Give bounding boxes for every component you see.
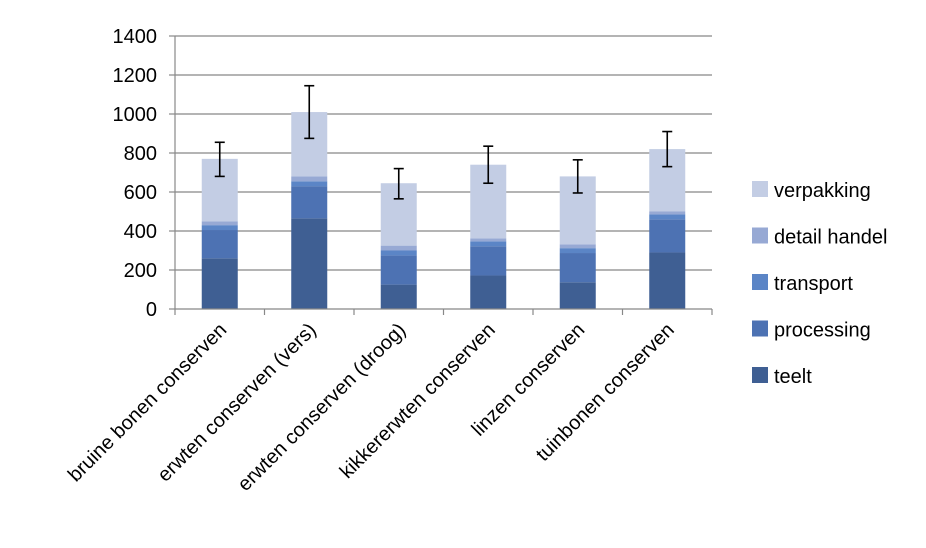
bar-segment-teelt [649, 252, 686, 309]
y-tick-label: 600 [124, 182, 157, 204]
bar-segment-processing [559, 253, 596, 283]
error-bar [572, 159, 583, 194]
bar-segment-processing [201, 230, 238, 259]
legend-swatch [752, 320, 768, 337]
legend-label: detail handel [774, 227, 887, 249]
category-label: kikkererwten conserven [336, 319, 500, 483]
bar-segment-detail-handel [470, 238, 507, 242]
bar-segment-detail-handel [649, 211, 686, 215]
error-bar [393, 167, 404, 200]
bar-segment-transport [559, 248, 596, 254]
bar-segment-teelt [380, 284, 417, 309]
bar-segment-transport [380, 250, 417, 256]
legend: verpakking detail handel transport processi… [752, 180, 887, 388]
bar-segment-teelt [470, 275, 507, 309]
y-tick-label: 1200 [113, 65, 158, 87]
bar-segment-processing [380, 255, 417, 285]
bar-segment-detail-handel [380, 245, 417, 251]
category-label: erwten conserven (droog) [234, 319, 411, 496]
bar-segment-teelt [559, 282, 596, 309]
legend-item: teelt [752, 366, 812, 388]
y-tick-labels: 0 200 400 600 800 1000 1200 1400 [113, 26, 158, 321]
legend-label: verpakking [774, 180, 871, 202]
bar-segment-transport [649, 214, 686, 220]
y-tick-label: 200 [124, 260, 157, 282]
y-tick-label: 800 [124, 143, 157, 165]
category-label: bruine bonen conserven [64, 319, 231, 486]
bar-segment-transport [201, 225, 238, 231]
legend-swatch [752, 274, 768, 290]
legend-label: teelt [774, 366, 812, 388]
legend-item: detail handel [752, 227, 887, 249]
legend-swatch [752, 181, 768, 197]
bar-segment-detail-handel [201, 221, 238, 226]
bar-segment-processing [649, 219, 686, 253]
bar-segment-detail-handel [291, 176, 328, 182]
bars [201, 112, 686, 309]
bar-segment-teelt [201, 258, 238, 309]
error-bar [662, 130, 673, 168]
y-tick-label: 0 [146, 299, 157, 321]
bar-segment-transport [470, 241, 507, 247]
error-bars [214, 84, 673, 200]
y-tick-label: 1400 [113, 26, 158, 48]
error-bar [304, 84, 315, 140]
bar-segment-detail-handel [559, 244, 596, 249]
bar-segment-teelt [291, 218, 328, 309]
legend-label: transport [774, 273, 853, 295]
gridlines [175, 35, 712, 271]
legend-label: processing [774, 320, 871, 342]
error-bar [483, 145, 494, 185]
axes [169, 35, 713, 315]
y-tick-label: 1000 [113, 104, 158, 126]
legend-swatch [752, 367, 768, 383]
legend-item: verpakking [752, 180, 871, 202]
legend-item: transport [752, 273, 853, 295]
bar-segment-processing [470, 246, 507, 276]
category-label: erwten conserven (vers) [154, 319, 321, 486]
bar-segment-processing [291, 186, 328, 219]
error-bar [214, 141, 225, 178]
legend-item: processing [752, 320, 871, 342]
bar-segment-transport [291, 181, 328, 187]
legend-swatch [752, 227, 768, 244]
y-tick-label: 400 [124, 221, 157, 243]
